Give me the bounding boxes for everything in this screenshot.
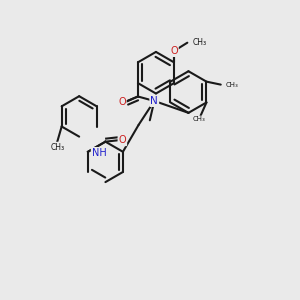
Text: NH: NH — [92, 148, 106, 158]
Text: O: O — [118, 135, 126, 145]
Text: CH₃: CH₃ — [193, 116, 206, 122]
Text: CH₃: CH₃ — [193, 38, 207, 47]
Text: O: O — [118, 97, 126, 107]
Text: N: N — [150, 96, 158, 106]
Text: CH₃: CH₃ — [226, 82, 239, 88]
Text: O: O — [170, 46, 178, 56]
Text: CH₃: CH₃ — [50, 142, 64, 152]
